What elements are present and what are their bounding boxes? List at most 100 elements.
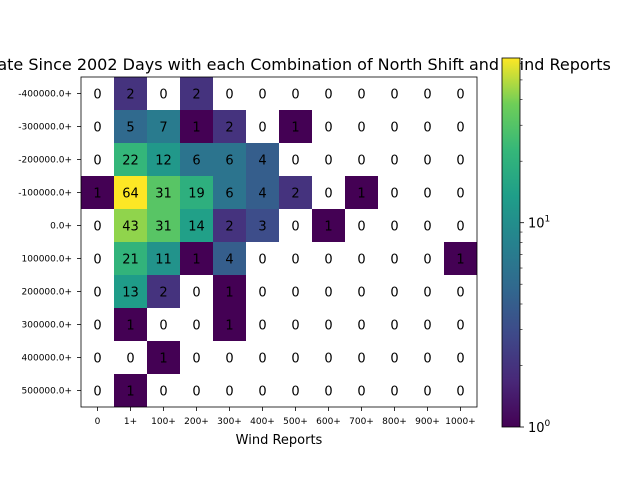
heatmap-cell [114, 143, 147, 176]
cell-value-label: 0 [258, 352, 266, 367]
cell-value-label: 0 [93, 154, 101, 169]
cell-value-label: 0 [291, 352, 299, 367]
cell-value-label: 0 [159, 319, 167, 334]
cell-value-label: 0 [423, 385, 431, 400]
heatmap-cell [213, 143, 246, 176]
y-tick-label: 400000.0+ [22, 354, 72, 364]
x-tick-label: 700+ [349, 417, 374, 427]
y-tick-label: 200000.0+ [22, 288, 72, 298]
cell-value-label: 0 [357, 154, 365, 169]
cell-value-label: 64 [122, 187, 139, 202]
cell-value-label: 0 [357, 88, 365, 103]
cell-value-label: 2 [192, 88, 200, 103]
y-tick-label: 100000.0+ [22, 255, 72, 265]
cell-value-label: 0 [390, 286, 398, 301]
cell-value-label: 0 [291, 220, 299, 235]
heatmap-cell [180, 110, 213, 143]
heatmap-cell [279, 110, 312, 143]
cell-value-label: 0 [258, 121, 266, 136]
cell-value-label: 21 [122, 253, 139, 268]
cell-value-label: 7 [159, 121, 167, 136]
cell-value-label: 0 [291, 286, 299, 301]
heatmap-cell [213, 242, 246, 275]
cell-value-label: 6 [225, 154, 233, 169]
x-tick-label: 1000+ [445, 417, 475, 427]
cell-value-label: 0 [192, 286, 200, 301]
x-axis-label: Wind Reports [236, 433, 323, 448]
cell-value-label: 0 [423, 154, 431, 169]
colorbar-tick-label: 100 [528, 419, 551, 436]
y-tick-label: -200000.0+ [18, 156, 72, 166]
cell-value-label: 0 [324, 385, 332, 400]
cell-value-label: 0 [456, 319, 464, 334]
colorbar-ticks: 100 101 [520, 63, 551, 436]
cell-value-label: 1 [225, 286, 233, 301]
cell-value-label: 0 [258, 286, 266, 301]
cell-value-label: 0 [390, 154, 398, 169]
cell-value-label: 13 [122, 286, 139, 301]
heatmap-cell [180, 77, 213, 110]
cell-value-label: 22 [122, 154, 139, 169]
colorbar-tick-label: 101 [528, 215, 550, 232]
cell-value-label: 1 [192, 253, 200, 268]
cell-value-label: 0 [423, 187, 431, 202]
heatmap-cell [114, 374, 147, 407]
cell-value-label: 2 [126, 88, 134, 103]
cell-value-label: 0 [258, 253, 266, 268]
cell-value-label: 0 [93, 220, 101, 235]
cell-value-label: 4 [258, 154, 266, 169]
chart-title: Moderate Since 2002 Days with each Combi… [0, 55, 611, 74]
heatmap-cell [147, 341, 180, 374]
cell-value-label: 1 [159, 352, 167, 367]
cell-value-label: 4 [225, 253, 233, 268]
cell-value-label: 0 [423, 286, 431, 301]
x-axis-ticks: 0 1+ 100+ 200+ 300+ 400+ 500+ 600+ 700+ 800+ 900+ 1… [95, 407, 476, 427]
y-tick-label: -300000.0+ [18, 123, 72, 133]
cell-value-label: 1 [324, 220, 332, 235]
x-tick-label: 100+ [151, 417, 176, 427]
cell-value-label: 2 [159, 286, 167, 301]
cell-value-label: 0 [93, 121, 101, 136]
cell-value-label: 0 [390, 187, 398, 202]
cell-value-label: 31 [155, 187, 172, 202]
cell-value-label: 0 [390, 121, 398, 136]
cell-value-label: 0 [423, 88, 431, 103]
cell-value-label: 0 [324, 319, 332, 334]
heatmap-cell-labels: 0 2 0 2 0 0 0 0 0 0 0 00 5 7 1 2 0 1 0 0 0 0 00 22 12 6 6 4 0 0 0 0 0 01 6… [93, 88, 464, 400]
cell-value-label: 0 [423, 220, 431, 235]
cell-value-label: 0 [291, 253, 299, 268]
cell-value-label: 0 [93, 352, 101, 367]
cell-value-label: 0 [324, 154, 332, 169]
cell-value-label: 19 [188, 187, 205, 202]
y-tick-label: 300000.0+ [22, 321, 72, 331]
cell-value-label: 0 [93, 253, 101, 268]
cell-value-label: 1 [126, 385, 134, 400]
cell-value-label: 0 [291, 385, 299, 400]
cell-value-label: 6 [192, 154, 200, 169]
cell-value-label: 0 [390, 253, 398, 268]
cell-value-label: 0 [357, 385, 365, 400]
heatmap-cell [246, 143, 279, 176]
y-tick-label: 500000.0+ [22, 387, 72, 397]
x-tick-label: 600+ [316, 417, 341, 427]
cell-value-label: 0 [357, 352, 365, 367]
colorbar: 100 101 [501, 57, 551, 436]
cell-value-label: 0 [192, 319, 200, 334]
cell-value-label: 0 [324, 352, 332, 367]
heatmap-cell [147, 176, 180, 209]
cell-value-label: 0 [456, 220, 464, 235]
x-tick-label: 400+ [250, 417, 275, 427]
cell-value-label: 1 [225, 319, 233, 334]
x-tick-label: 200+ [184, 417, 209, 427]
heatmap-cell [81, 176, 114, 209]
cell-value-label: 2 [291, 187, 299, 202]
x-tick-label: 900+ [415, 417, 440, 427]
cell-value-label: 5 [126, 121, 134, 136]
heatmap-cell [114, 308, 147, 341]
cell-value-label: 6 [225, 187, 233, 202]
cell-value-label: 2 [225, 121, 233, 136]
y-tick-label: -100000.0+ [18, 189, 72, 199]
cell-value-label: 1 [291, 121, 299, 136]
heatmap-cell [213, 209, 246, 242]
